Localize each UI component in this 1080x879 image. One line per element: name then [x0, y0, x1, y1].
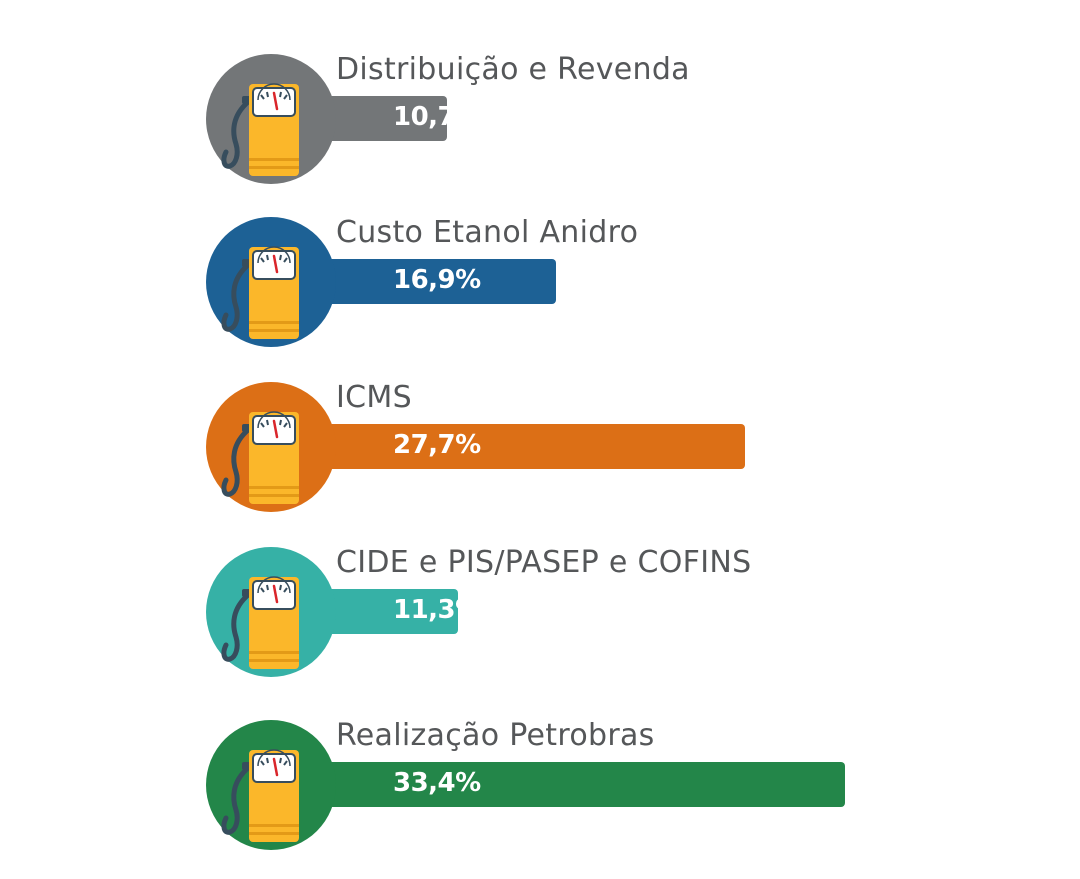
data-label: 10,7% — [393, 102, 481, 132]
bar — [260, 424, 745, 469]
fuel-pump-icon — [206, 382, 336, 512]
category-label: Realização Petrobras — [336, 718, 655, 753]
bar-row: CIDE e PIS/PASEP e COFINS 11,3% — [0, 545, 1080, 685]
fuel-pump-icon — [206, 547, 336, 677]
data-label: 11,3% — [393, 595, 481, 625]
bar-row: Custo Etanol Anidro 16,9% — [0, 215, 1080, 355]
data-label: 16,9% — [393, 265, 481, 295]
bar-row: Realização Petrobras 33,4% — [0, 718, 1080, 858]
category-label: CIDE e PIS/PASEP e COFINS — [336, 545, 752, 580]
data-label: 27,7% — [393, 430, 481, 460]
bar-row: Distribuição e Revenda 10,7% — [0, 52, 1080, 192]
fuel-pump-icon — [206, 720, 336, 850]
fuel-pump-icon — [206, 217, 336, 347]
category-label: Distribuição e Revenda — [336, 52, 690, 87]
fuel-pump-icon — [206, 54, 336, 184]
category-label: Custo Etanol Anidro — [336, 215, 639, 250]
bar — [260, 762, 845, 807]
category-label: ICMS — [336, 380, 412, 415]
data-label: 33,4% — [393, 768, 481, 798]
bar-row: ICMS 27,7% — [0, 380, 1080, 520]
